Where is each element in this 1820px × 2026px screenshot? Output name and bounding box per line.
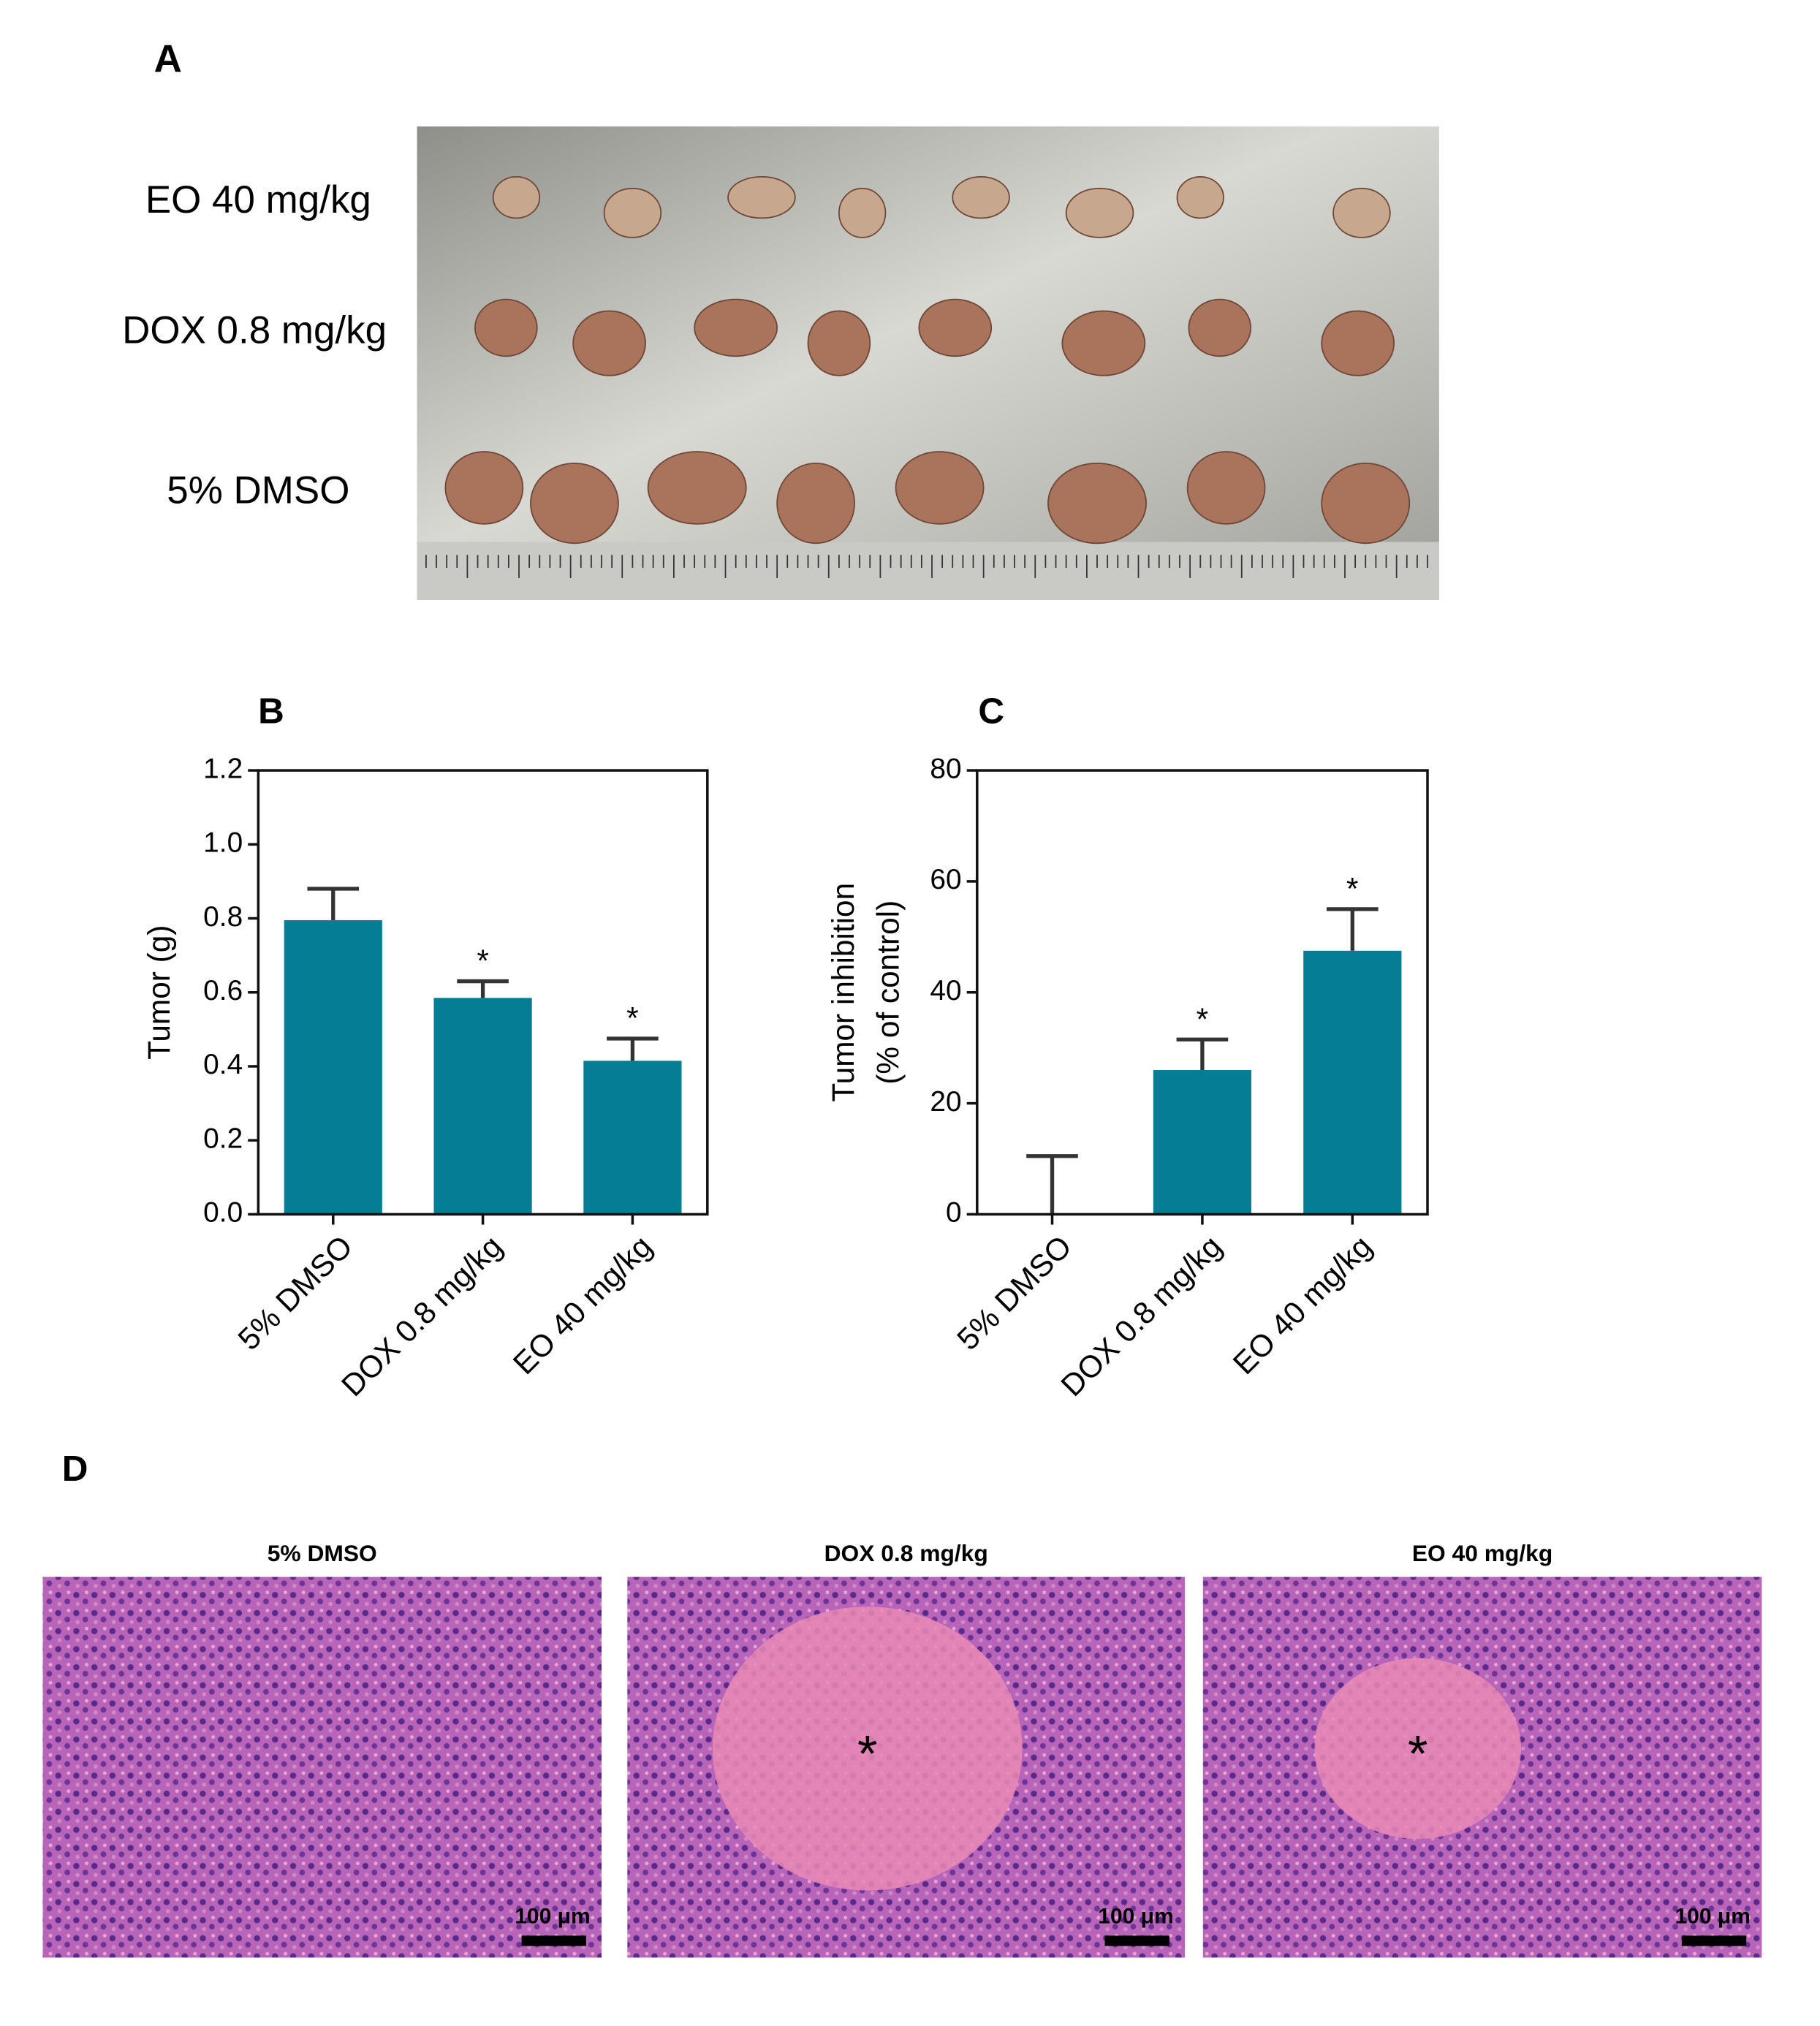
scale-label: 100 μm	[1675, 1905, 1750, 1929]
y-tick-label: 0.0	[203, 1197, 243, 1229]
bar	[1153, 1070, 1252, 1215]
plot-frame	[976, 769, 1429, 1216]
scale-label: 100 μm	[1098, 1905, 1173, 1929]
panel-label: B	[258, 691, 284, 731]
tumor	[1186, 451, 1266, 525]
plot-frame	[257, 769, 709, 1216]
significance: *	[1197, 1002, 1209, 1036]
bar	[583, 1061, 682, 1215]
bar	[284, 920, 382, 1215]
necrosis	[712, 1606, 1023, 1891]
x-tick-label: EO 40 mg/kg	[1226, 1229, 1379, 1381]
y-tick-label: 0.4	[203, 1049, 243, 1080]
x-tick-label: 5% DMSO	[232, 1229, 360, 1357]
y-tick-label: 80	[930, 753, 961, 784]
tumor	[694, 298, 778, 357]
x-tick-label: DOX 0.8 mg/kg	[335, 1229, 509, 1403]
tumor	[1188, 298, 1252, 357]
scale-bar	[521, 1935, 586, 1946]
scale-bar	[1681, 1935, 1747, 1946]
tumor	[1047, 462, 1147, 545]
tumor	[1321, 310, 1395, 376]
panel-label: C	[978, 691, 1004, 731]
row-label: 5% DMSO	[167, 468, 349, 512]
bar	[433, 998, 532, 1215]
significance: *	[477, 944, 489, 978]
ruler	[417, 542, 1439, 601]
tumor	[1061, 310, 1146, 376]
tumor	[1065, 187, 1134, 238]
bar	[1303, 950, 1402, 1215]
histology-title: 5% DMSO	[268, 1540, 377, 1566]
tumor	[474, 298, 538, 357]
tumor	[530, 462, 619, 545]
y-axis-label: Tumor inhibition	[826, 883, 860, 1102]
tumor	[807, 310, 871, 376]
histology-image	[42, 1577, 602, 1958]
y-tick-label: 40	[930, 975, 961, 1006]
tumor	[918, 298, 993, 357]
tumor	[727, 176, 796, 219]
tumor	[895, 451, 985, 525]
tumor	[1176, 176, 1224, 219]
tumor	[603, 187, 662, 238]
tumor	[647, 451, 747, 525]
necrosis	[1314, 1658, 1522, 1839]
scale-bar	[1104, 1935, 1169, 1946]
tumor	[492, 176, 541, 219]
tumor	[444, 451, 524, 525]
y-tick-label: 0.6	[203, 975, 243, 1006]
x-tick-label: EO 40 mg/kg	[507, 1229, 659, 1381]
y-tick-label: 1.2	[203, 753, 243, 784]
histology-title: DOX 0.8 mg/kg	[824, 1540, 988, 1566]
necrosis-marker: *	[1408, 1724, 1427, 1782]
y-axis-label: Tumor (g)	[142, 925, 176, 1060]
y-tick-label: 1.0	[203, 827, 243, 859]
panel-label: A	[154, 38, 182, 81]
tumor	[1332, 187, 1391, 238]
tumor	[1321, 462, 1411, 545]
tumors	[425, 176, 1428, 578]
row-label: EO 40 mg/kg	[145, 178, 371, 221]
significance: *	[626, 1001, 639, 1035]
tumor	[572, 310, 646, 376]
y-tick-label: 0.8	[203, 901, 243, 933]
necrosis-marker: *	[857, 1724, 877, 1782]
significance: *	[1346, 871, 1359, 906]
x-tick-label: DOX 0.8 mg/kg	[1054, 1229, 1228, 1403]
tumor	[838, 187, 887, 238]
tumor	[952, 176, 1010, 219]
y-tick-label: 0	[946, 1197, 962, 1229]
y-axis-label: (% of control)	[871, 900, 906, 1085]
panel-label: D	[62, 1449, 88, 1489]
scale-label: 100 μm	[515, 1905, 590, 1929]
histology-title: EO 40 mg/kg	[1412, 1540, 1552, 1566]
tumor	[776, 462, 855, 545]
y-tick-label: 0.2	[203, 1123, 243, 1154]
y-tick-label: 60	[930, 864, 961, 895]
row-label: DOX 0.8 mg/kg	[122, 309, 387, 352]
y-tick-label: 20	[930, 1086, 961, 1118]
x-tick-label: 5% DMSO	[950, 1229, 1078, 1357]
